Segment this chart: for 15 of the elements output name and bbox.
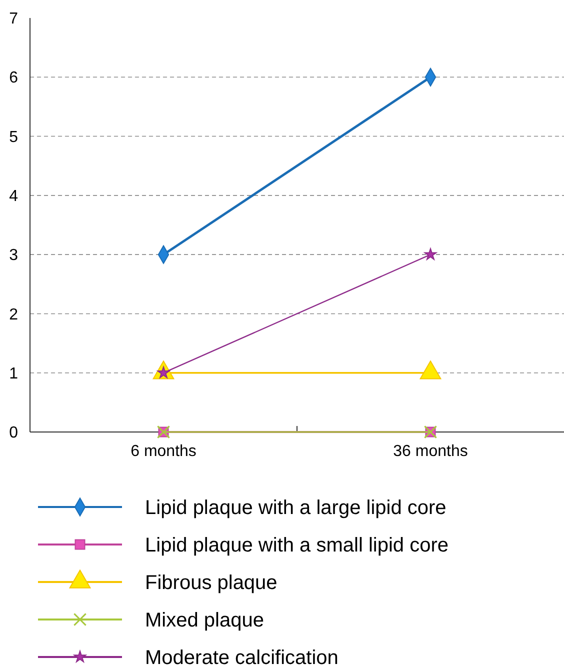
legend-label: Mixed plaque bbox=[145, 610, 264, 632]
y-tick-label: 5 bbox=[9, 128, 18, 146]
x-tick-label: 36 months bbox=[393, 443, 468, 460]
y-tick-label: 1 bbox=[9, 365, 18, 382]
y-tick-label: 4 bbox=[9, 188, 18, 206]
legend-label: Lipid plaque with a large lipid core bbox=[145, 497, 446, 519]
y-tick-label: 2 bbox=[9, 306, 18, 324]
y-tick-label: 6 bbox=[9, 70, 18, 87]
y-tick-label: 3 bbox=[9, 247, 18, 264]
legend-label: Fibrous plaque bbox=[145, 572, 278, 594]
x-tick-label: 6 months bbox=[130, 443, 196, 460]
y-tick-label: 7 bbox=[9, 10, 18, 28]
legend-label: Moderate calcification bbox=[145, 647, 338, 668]
y-tick-label: 0 bbox=[9, 424, 18, 442]
legend-label: Lipid plaque with a small lipid core bbox=[145, 534, 448, 556]
